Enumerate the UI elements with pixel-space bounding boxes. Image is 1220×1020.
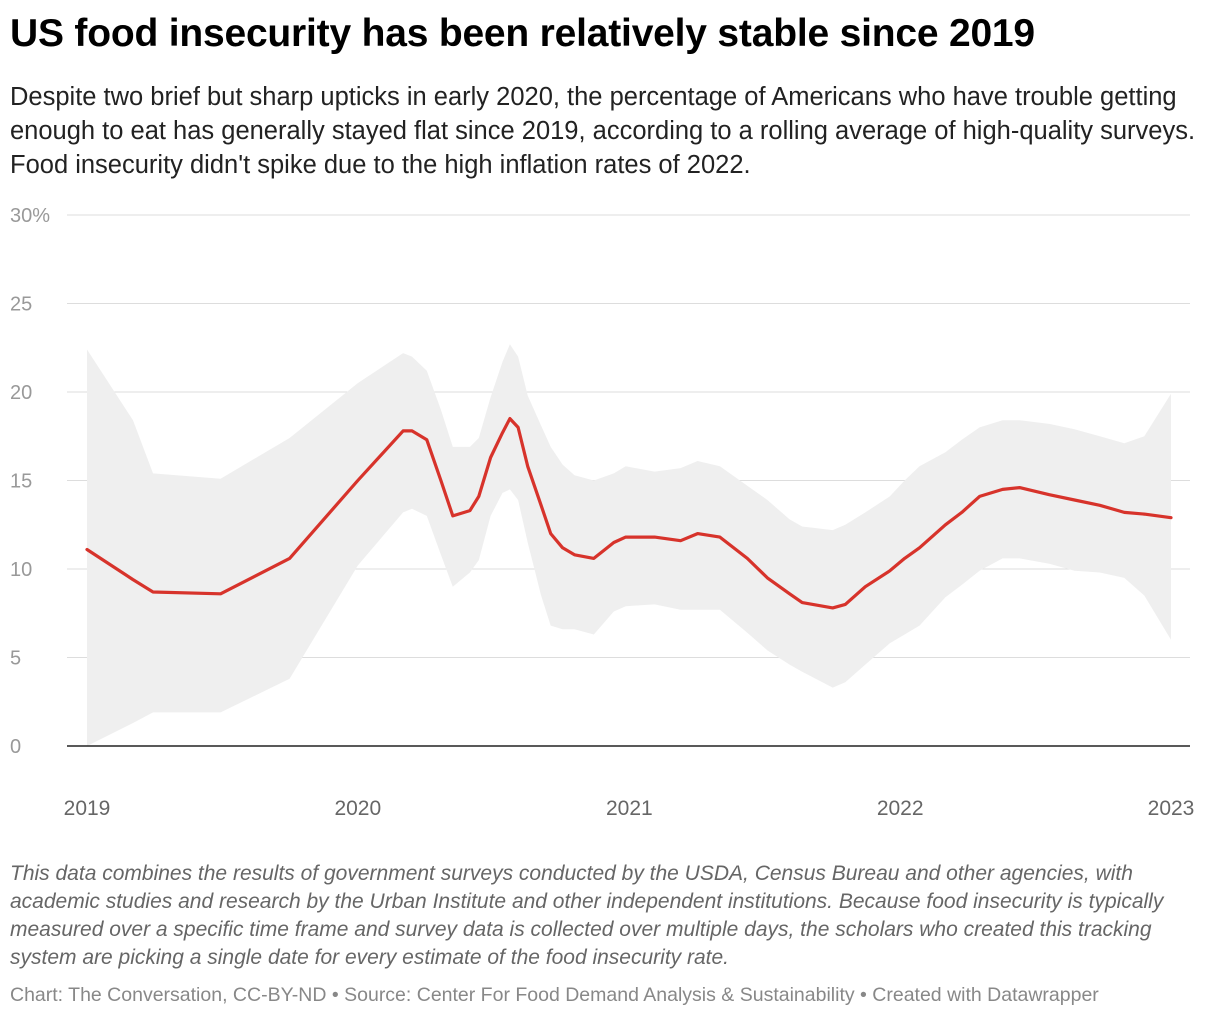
x-tick-label: 2022 (877, 797, 924, 820)
series-line-food-insecurity (85, 417, 1173, 610)
x-axis: 2019 2020 2021 2022 2023 (64, 797, 1195, 820)
y-tick-label: 25 (10, 294, 32, 316)
y-tick-label: 10 (10, 559, 32, 581)
y-axis: 0 5 10 15 20 25 30% (10, 205, 50, 758)
y-tick-label: 20 (10, 382, 32, 404)
y-tick-label: 15 (10, 471, 32, 493)
x-tick-label: 2021 (606, 797, 653, 820)
chart-subtitle: Despite two brief but sharp upticks in e… (10, 83, 1196, 179)
y-tick-label: 0 (10, 736, 21, 758)
y-tick-label: 5 (10, 648, 21, 670)
x-tick-label: 2023 (1148, 797, 1195, 820)
chart-credits: Chart: The Conversation, CC-BY-ND • Sour… (10, 984, 1099, 1006)
chart: 0 5 10 15 20 25 30% 2019 2020 2021 2022 2023 (10, 205, 1195, 820)
x-tick-label: 2019 (64, 797, 111, 820)
chart-notes: This data combines the results of govern… (10, 862, 1164, 969)
data-points (86, 418, 1172, 609)
chart-title: US food insecurity has been relatively s… (10, 12, 1035, 55)
y-tick-label: 30% (10, 205, 50, 227)
confidence-band (87, 344, 1171, 746)
x-tick-label: 2020 (334, 797, 381, 820)
